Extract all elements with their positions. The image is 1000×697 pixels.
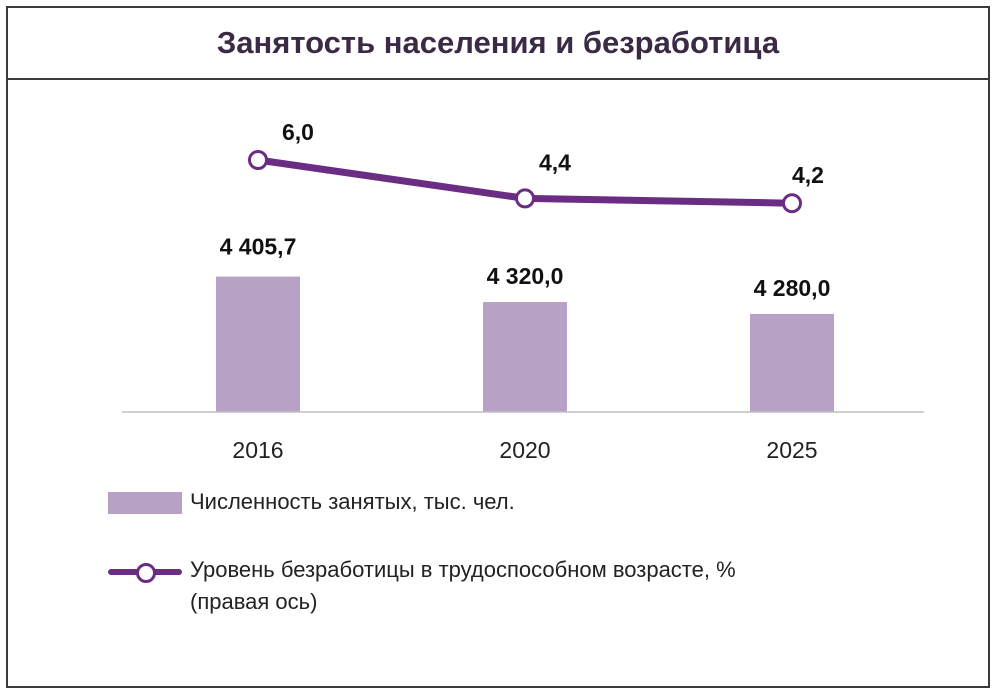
line-point-marker-2025 (782, 193, 802, 214)
legend-label-employed: Численность занятых, тыс. чел. (190, 489, 515, 514)
bar-2016 (216, 276, 300, 412)
line-data-label-2020: 4,4 (539, 149, 571, 175)
bar-2020 (483, 302, 567, 412)
chart-title: Занятость населения и безработица (216, 25, 780, 60)
legend-marker-icon (136, 563, 156, 583)
line-point-marker-2016 (248, 150, 268, 170)
bar-data-label-2020: 4 320,0 (487, 263, 564, 289)
legend-bar-swatch (108, 492, 182, 514)
line-data-label-2025: 4,2 (792, 162, 824, 188)
title-bar: Занятость населения и безработица (8, 8, 988, 80)
x-tick-label-2020: 2020 (499, 437, 550, 463)
legend-label-unemployment-line1: Уровень безработицы в трудоспособном воз… (190, 557, 736, 582)
line-data-label-2016: 6,0 (282, 119, 314, 145)
legend: Численность занятых, тыс. чел. Уровень б… (100, 482, 960, 630)
x-tick-label-2016: 2016 (232, 437, 283, 463)
legend-label-unemployment: Уровень безработицы в трудоспособном воз… (190, 554, 736, 618)
bar-2025 (750, 313, 834, 412)
bar-data-label-2025: 4 280,0 (754, 275, 831, 301)
bar-data-label-2016: 4 405,7 (220, 234, 297, 260)
legend-item-unemployment: Уровень безработицы в трудоспособном воз… (100, 550, 960, 630)
legend-label-unemployment-line2: (правая ось) (190, 589, 318, 614)
line-point-marker-2020 (515, 188, 535, 209)
x-tick-label-2025: 2025 (766, 437, 817, 463)
legend-item-employed: Численность занятых, тыс. чел. (100, 482, 960, 522)
